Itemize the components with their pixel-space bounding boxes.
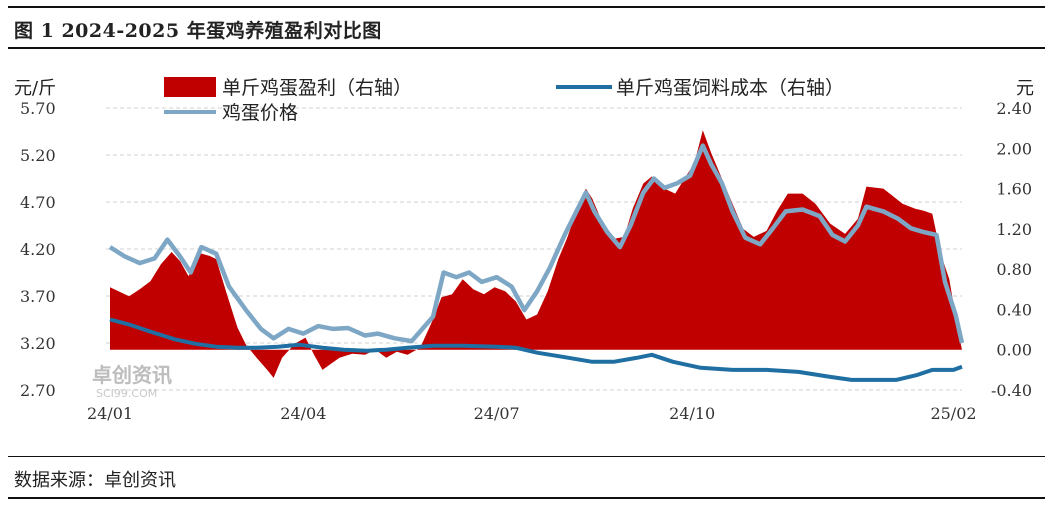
feed-cost-line [109,317,963,382]
legend-profit-swatch [164,77,216,97]
legend: 单斤鸡蛋盈利（右轴） 单斤鸡蛋饲料成本（右轴） 鸡蛋价格 [164,77,844,124]
left-tick-label: 3.70 [20,287,56,306]
x-tick-label: 24/10 [669,404,715,423]
left-axis-unit: 元/斤 [14,78,56,99]
left-tick-label: 5.70 [20,99,56,118]
left-tick-label: 4.70 [20,193,56,212]
right-tick-label: 0.00 [996,341,1032,360]
left-tick-label: 5.20 [20,146,56,165]
chart-area: 卓创资讯 SCI99.COM 5.70 5.20 4.70 4.20 3.70 3.20 2… [14,77,1034,423]
bottom-rule [8,497,1045,499]
legend-egg-price-label: 鸡蛋价格 [222,102,298,124]
figure-title: 图 1 2024-2025 年蛋鸡养殖盈利对比图 [14,20,382,42]
left-tick-label: 2.70 [20,381,56,400]
legend-profit-label: 单斤鸡蛋盈利（右轴） [222,77,412,99]
right-tick-label: 1.60 [996,180,1032,199]
axis-labels: 5.70 5.20 4.70 4.20 3.70 3.20 2.70 2.40 2.00 1.60… [20,99,1032,423]
egg-price-line [108,143,965,344]
source-rule [8,456,1045,457]
left-tick-label: 4.20 [20,240,56,259]
legend-feed-cost-label: 单斤鸡蛋饲料成本（右轴） [616,77,844,99]
profit-area [110,130,962,378]
right-tick-label: 2.40 [996,99,1032,118]
right-tick-label: 0.80 [996,260,1032,279]
x-tick-label: 24/01 [87,404,133,423]
series-layer [108,130,965,382]
right-axis-unit: 元 [1016,78,1034,99]
title-rule [8,47,1045,49]
top-rule [8,6,1045,8]
x-tick-label: 25/02 [930,404,976,423]
right-tick-label: -0.40 [991,381,1032,400]
right-tick-label: 1.20 [996,220,1032,239]
watermark-sub-text: SCI99.COM [96,387,157,400]
x-tick-label: 24/04 [280,404,326,423]
right-tick-label: 0.40 [996,300,1032,319]
watermark-text: 卓创资讯 [92,363,172,387]
right-tick-label: 2.00 [996,139,1032,158]
x-tick-label: 24/07 [474,404,520,423]
watermark: 卓创资讯 SCI99.COM [92,363,172,400]
left-tick-label: 3.20 [20,334,56,353]
data-source: 数据来源：卓创资讯 [14,470,176,491]
